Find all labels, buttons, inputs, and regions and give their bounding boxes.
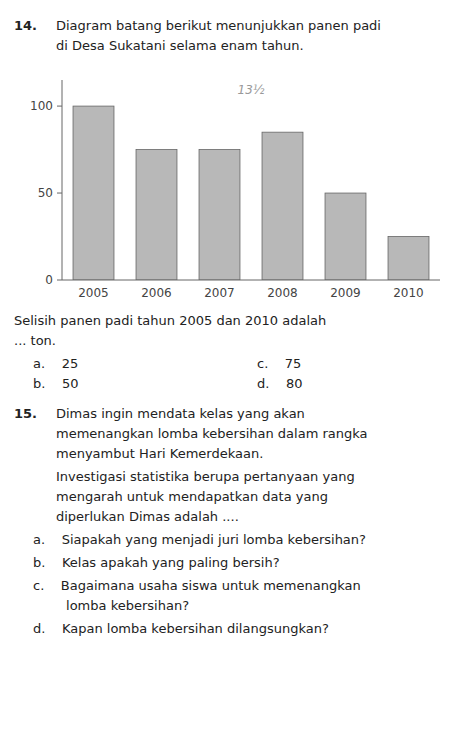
annotation: Selisih panen padi tahun 2005 dan 2010 a…	[14, 313, 326, 328]
bar	[388, 237, 429, 280]
y-tick-label: 0	[45, 273, 53, 287]
annotation: ... ton.	[14, 333, 56, 348]
bar	[73, 106, 114, 280]
x-axis	[62, 280, 440, 281]
annotation: diperlukan Dimas adalah ....	[56, 509, 239, 524]
watermark: 13½	[238, 83, 265, 97]
x-tick-label: 2010	[393, 286, 424, 300]
bars	[73, 106, 429, 280]
annotation: mengarah untuk mendapatkan data yang	[56, 489, 328, 504]
x-tick-label: 2005	[78, 286, 109, 300]
annotation: menyambut Hari Kemerdekaan.	[56, 446, 263, 461]
annotation: a. Siapakah yang menjadi juri lomba kebe…	[33, 532, 366, 547]
annotation: d. 80	[257, 376, 302, 391]
annotation: memenangkan lomba kebersihan dalam rangk…	[56, 426, 368, 441]
bar	[325, 193, 366, 280]
annotation: b. 50	[33, 376, 78, 391]
y-tick	[57, 193, 62, 194]
y-tick-label: 100	[30, 99, 53, 113]
x-tick-label: 2006	[141, 286, 172, 300]
y-tick	[57, 106, 62, 107]
bar	[262, 132, 303, 280]
annotation: Dimas ingin mendata kelas yang akan	[56, 406, 305, 421]
annotation: Diagram batang berikut menunjukkan panen…	[56, 18, 381, 33]
x-tick-label: 2009	[330, 286, 361, 300]
y-tick	[57, 280, 62, 281]
y-axis	[62, 80, 63, 280]
annotation: 14.	[14, 18, 37, 33]
annotation: a. 25	[33, 356, 78, 371]
page-svg: 0 50 100 2005 2006 2007 2008 2009 2010 14. Diagram…	[0, 0, 467, 753]
annotation: b. Kelas apakah yang paling bersih?	[33, 555, 280, 570]
x-tick-label: 2007	[204, 286, 235, 300]
bar	[199, 150, 240, 280]
annotation: di Desa Sukatani selama enam tahun.	[56, 38, 304, 53]
question-text: 14. Diagram batang berikut menunjukkan pa…	[14, 18, 381, 636]
y-tick-label: 50	[38, 186, 53, 200]
annotation: lomba kebersihan?	[33, 598, 189, 613]
annotation: c. Bagaimana usaha siswa untuk memenangk…	[33, 578, 361, 593]
annotation: 15.	[14, 406, 37, 421]
annotation: Investigasi statistika berupa pertanyaan…	[56, 469, 355, 484]
annotation: d. Kapan lomba kebersihan dilangsungkan?	[33, 621, 329, 636]
annotation: c. 75	[257, 356, 301, 371]
page-root: 0 50 100 2005 2006 2007 2008 2009 2010 14. Diagram…	[0, 0, 467, 753]
chart: 0 50 100 2005 2006 2007 2008 2009 2010	[30, 80, 440, 300]
bar	[136, 150, 177, 280]
x-tick-label: 2008	[267, 286, 298, 300]
